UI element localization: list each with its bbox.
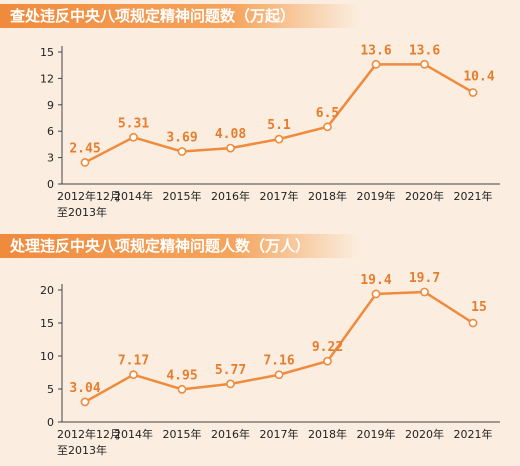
chart-title-cases: 查处违反中央八项规定精神问题数（万起） bbox=[0, 4, 360, 28]
x-tick-label: 2017年 bbox=[260, 189, 299, 203]
x-tick-label: 2015年 bbox=[163, 427, 202, 441]
x-tick-label: 2019年 bbox=[357, 427, 396, 441]
data-label: 4.95 bbox=[166, 368, 197, 383]
data-label: 7.17 bbox=[118, 354, 149, 369]
x-tick-label: 2021年 bbox=[454, 189, 493, 203]
data-point bbox=[468, 318, 478, 328]
data-point bbox=[420, 59, 429, 69]
chart-panel-cases: 查处违反中央八项规定精神问题数（万起） 0 3 6 9 12 15 2012年12月至201… bbox=[0, 0, 520, 230]
y-tick-label: 0 bbox=[47, 178, 54, 191]
y-tick-label: 15 bbox=[40, 317, 54, 330]
y-tick-label: 6 bbox=[47, 125, 54, 138]
data-point bbox=[129, 370, 138, 380]
x-tick-label: 2020年 bbox=[405, 427, 444, 441]
x-tick-label: 2017年 bbox=[260, 427, 299, 441]
data-point bbox=[177, 147, 187, 156]
series-line-cases bbox=[84, 63, 474, 164]
data-point bbox=[177, 384, 187, 394]
data-label: 4.08 bbox=[215, 127, 246, 142]
series-line-people bbox=[84, 290, 474, 404]
data-label: 3.69 bbox=[166, 131, 197, 146]
data-point bbox=[420, 287, 429, 297]
x-tick-label: 2012年12月至2013年 bbox=[57, 427, 121, 457]
data-point bbox=[371, 289, 381, 299]
x-tick-label: 2018年 bbox=[308, 189, 347, 203]
data-label: 5.1 bbox=[267, 118, 291, 133]
chart-title-people: 处理违反中央八项规定精神问题人数（万人） bbox=[0, 234, 360, 258]
data-point bbox=[129, 132, 138, 142]
data-point bbox=[468, 88, 478, 97]
data-label: 19.4 bbox=[360, 273, 391, 288]
data-label: 15 bbox=[471, 300, 487, 315]
data-label: 2.45 bbox=[69, 141, 100, 156]
y-tick-label: 10 bbox=[40, 350, 54, 363]
data-label: 3.04 bbox=[69, 381, 100, 396]
y-tick-label: 12 bbox=[40, 72, 54, 85]
chart-panel-people: 处理违反中央八项规定精神问题人数（万人） 0 5 10 15 20 2012年12月至20… bbox=[0, 230, 520, 466]
data-label: 13.6 bbox=[409, 43, 440, 58]
data-point bbox=[274, 134, 284, 144]
data-label: 13.6 bbox=[360, 43, 391, 58]
data-point bbox=[226, 379, 235, 389]
y-tick-label: 5 bbox=[47, 383, 54, 396]
x-tick-label: 2020年 bbox=[405, 189, 444, 203]
data-point bbox=[274, 370, 284, 380]
x-tick-label: 2016年 bbox=[211, 189, 250, 203]
data-label: 9.22 bbox=[312, 340, 343, 355]
data-point bbox=[323, 122, 332, 132]
x-tick-label: 2015年 bbox=[163, 189, 202, 203]
data-label: 6.5 bbox=[316, 106, 339, 121]
data-point bbox=[323, 356, 332, 366]
data-point bbox=[371, 59, 381, 69]
data-point bbox=[80, 158, 90, 167]
data-point bbox=[226, 143, 235, 153]
y-tick-label: 0 bbox=[47, 416, 54, 429]
y-tick-label: 3 bbox=[47, 152, 54, 165]
x-tick-label: 2012年12月至2013年 bbox=[57, 189, 121, 219]
data-label: 5.31 bbox=[118, 116, 149, 131]
x-tick-label: 2014年 bbox=[114, 189, 153, 203]
data-label: 19.7 bbox=[409, 271, 440, 286]
data-label: 10.4 bbox=[463, 69, 494, 84]
x-tick-label: 2016年 bbox=[211, 427, 250, 441]
x-tick-label: 2021年 bbox=[454, 427, 493, 441]
data-label: 7.16 bbox=[263, 354, 294, 369]
x-tick-label: 2014年 bbox=[114, 427, 153, 441]
y-tick-label: 20 bbox=[40, 284, 54, 297]
x-tick-label: 2018年 bbox=[308, 427, 347, 441]
x-tick-label: 2019年 bbox=[357, 189, 396, 203]
data-label: 5.77 bbox=[215, 363, 246, 378]
data-point bbox=[80, 397, 90, 407]
y-tick-label: 9 bbox=[47, 99, 54, 112]
y-tick-label: 15 bbox=[40, 46, 54, 59]
